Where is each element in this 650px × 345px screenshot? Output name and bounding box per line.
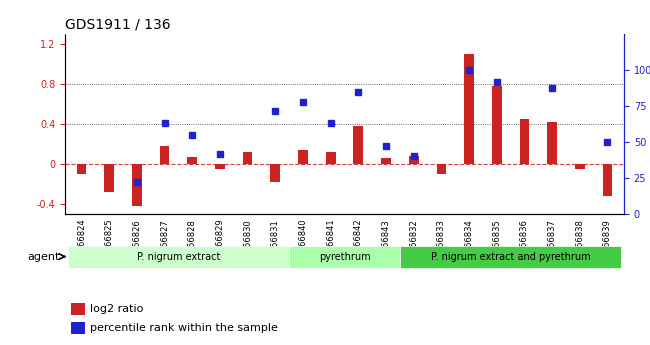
Bar	[160, 146, 170, 164]
Text: pyrethrum: pyrethrum	[318, 252, 370, 262]
Bar	[381, 158, 391, 164]
Bar	[492, 86, 502, 164]
Bar	[243, 152, 252, 164]
Bar	[575, 164, 584, 169]
Bar	[71, 303, 84, 315]
Bar	[71, 322, 84, 334]
Bar	[409, 156, 419, 164]
Bar	[298, 150, 308, 164]
Bar	[187, 157, 197, 164]
Text: P. nigrum extract and pyrethrum: P. nigrum extract and pyrethrum	[431, 252, 590, 262]
Bar	[547, 122, 557, 164]
FancyBboxPatch shape	[400, 246, 621, 268]
Bar	[270, 164, 280, 182]
Text: P. nigrum extract: P. nigrum extract	[136, 252, 220, 262]
Bar	[326, 152, 335, 164]
Bar	[215, 164, 225, 169]
FancyBboxPatch shape	[68, 246, 289, 268]
Text: log2 ratio: log2 ratio	[90, 304, 144, 314]
Bar	[603, 164, 612, 196]
Bar	[519, 119, 529, 164]
Bar	[354, 126, 363, 164]
Text: GDS1911 / 136: GDS1911 / 136	[65, 18, 170, 32]
Bar	[105, 164, 114, 192]
Bar	[132, 164, 142, 206]
Bar	[77, 164, 86, 174]
Text: agent: agent	[27, 252, 59, 262]
FancyBboxPatch shape	[289, 246, 400, 268]
Bar	[464, 55, 474, 164]
Text: percentile rank within the sample: percentile rank within the sample	[90, 323, 278, 333]
Bar	[437, 164, 446, 174]
